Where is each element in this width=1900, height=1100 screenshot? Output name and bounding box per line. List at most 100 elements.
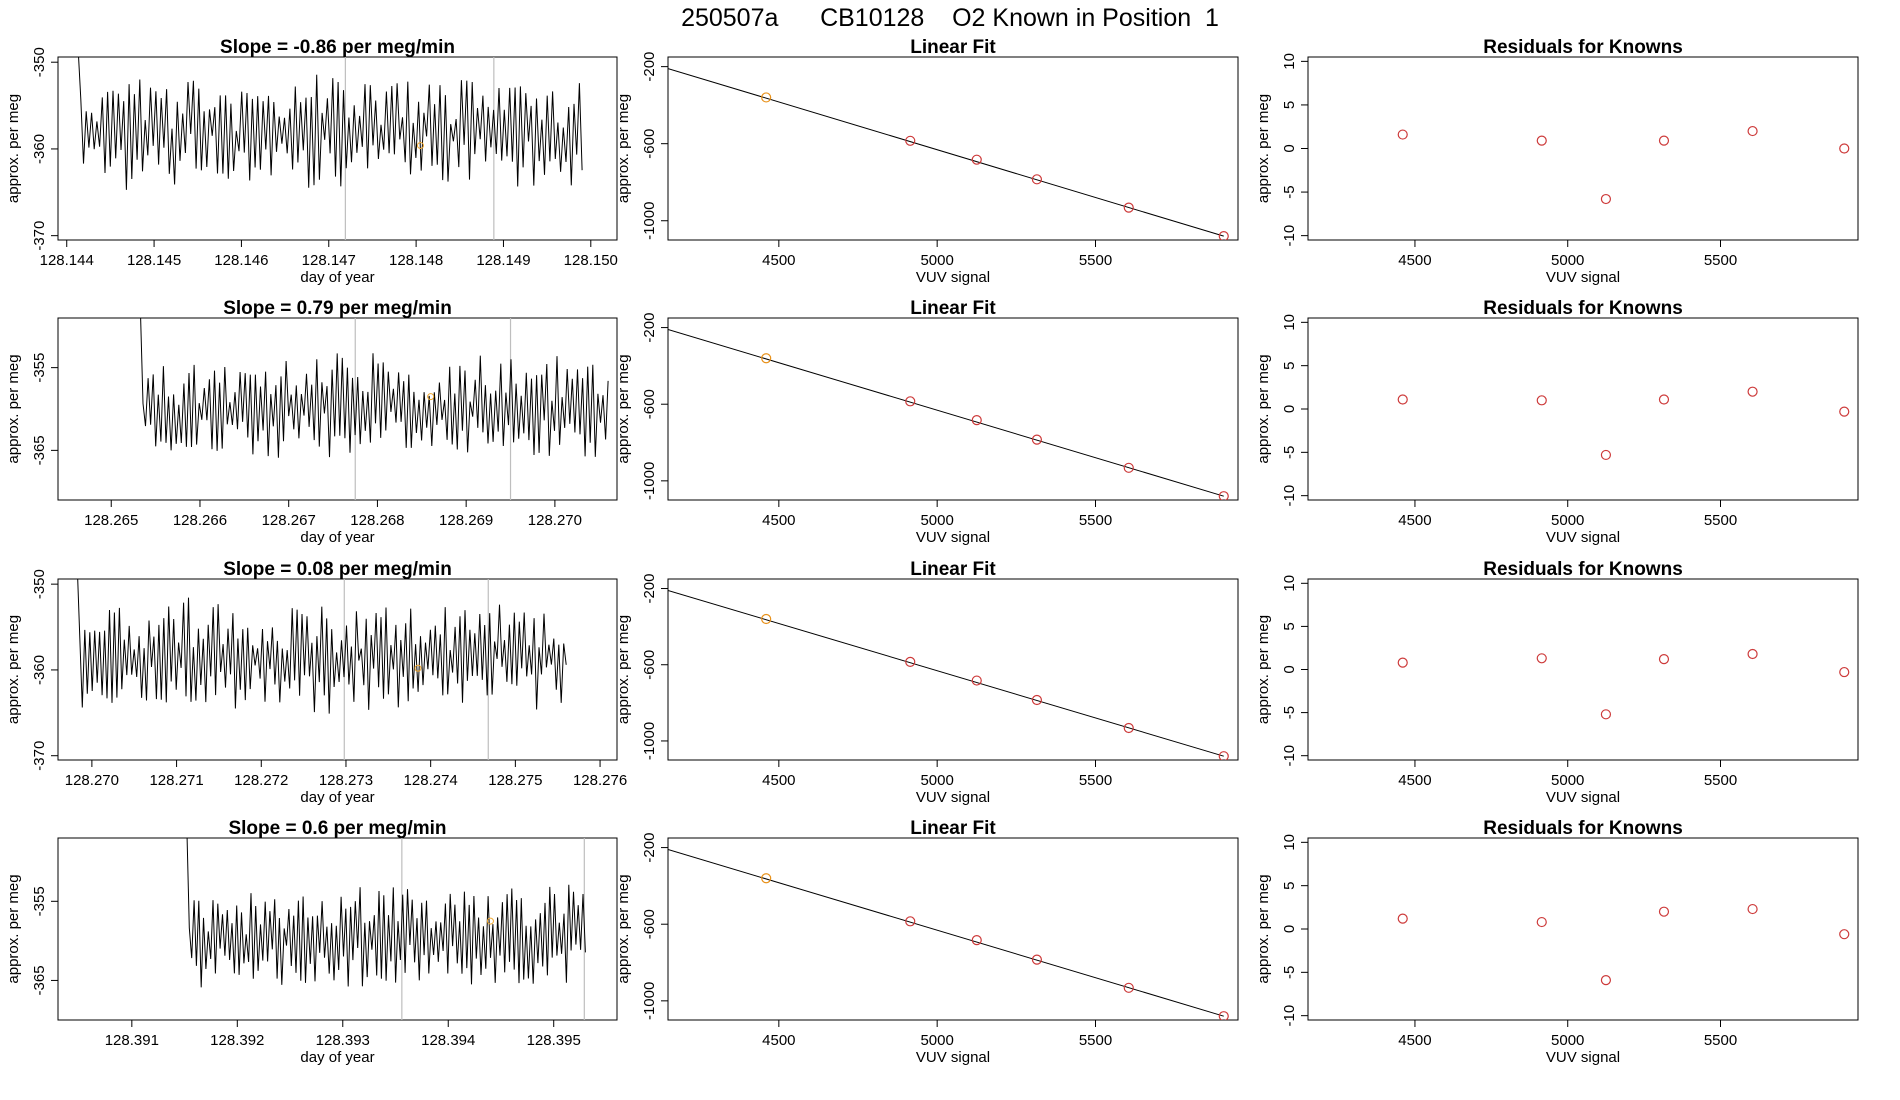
plot-area — [140, 318, 609, 500]
plot-frame — [667, 317, 1239, 501]
plot-area — [1397, 125, 1850, 205]
data-point — [1218, 1011, 1229, 1020]
plot-area — [1397, 386, 1850, 461]
page-title: 250507a CB10128 O2 Known in Position 1 — [681, 4, 1219, 32]
data-point — [1397, 913, 1408, 924]
y-tick-label: -5 — [1281, 446, 1298, 459]
x-tick-label: 128.150 — [564, 252, 618, 269]
y-axis-label: approx. per meg — [5, 874, 22, 983]
x-tick-label: 128.144 — [40, 252, 94, 269]
y-tick-label: -200 — [641, 574, 658, 604]
chart-5: Linear Fit 4500 5000 5500 -200 -600 -1000 VUV s… — [615, 298, 1239, 546]
chart-title: Linear Fit — [910, 37, 996, 58]
y-axis-label: approx. per meg — [5, 615, 22, 724]
x-tick-label: 128.275 — [488, 772, 542, 789]
chart-12: Residuals for Knowns 4500 5000 5500 10 5 0 -5 -1… — [1255, 818, 1859, 1066]
x-tick-label: 4500 — [1398, 1032, 1431, 1049]
data-point — [761, 92, 772, 103]
x-tick-label: 5500 — [1079, 772, 1112, 789]
x-axis-label: day of year — [300, 529, 374, 546]
x-axis-label: VUV signal — [1546, 1049, 1620, 1066]
data-point — [1600, 193, 1612, 205]
x-tick-label: 4500 — [1398, 772, 1431, 789]
plot-frame — [667, 56, 1239, 241]
x-tick-label: 5000 — [920, 772, 953, 789]
x-axis-label: VUV signal — [1546, 269, 1620, 286]
y-tick-label: 0 — [1281, 405, 1298, 413]
plot-area — [1397, 903, 1850, 986]
chart-1: Slope = -0.86 per meg/min 128.144 128.145 1… — [5, 37, 618, 286]
chart-title: Slope = 0.6 per meg/min — [228, 818, 446, 839]
data-point — [905, 135, 916, 146]
chart-4: Slope = 0.79 per meg/min 128.265 128.266 12… — [5, 298, 618, 546]
data-point — [761, 353, 772, 364]
data-point — [1658, 906, 1670, 917]
data-point — [761, 873, 772, 884]
plot-area — [668, 68, 1229, 240]
plot-area — [77, 579, 567, 760]
data-point — [1031, 954, 1043, 965]
series-line — [78, 57, 583, 190]
plot-frame — [57, 837, 618, 1021]
data-point — [905, 396, 916, 407]
plot-frame — [57, 578, 618, 761]
data-point — [1536, 135, 1547, 146]
y-tick-label: -600 — [641, 909, 658, 939]
y-tick-label: -10 — [1281, 1005, 1298, 1027]
fit-line — [668, 68, 1224, 237]
chart-title: Slope = 0.79 per meg/min — [223, 298, 452, 319]
series-line — [140, 318, 609, 458]
x-tick-label: 4500 — [1398, 252, 1431, 269]
y-axis-label: approx. per meg — [5, 94, 22, 203]
x-tick-label: 5500 — [1704, 1032, 1737, 1049]
x-axis-label: day of year — [300, 1049, 374, 1066]
plot-area — [186, 838, 586, 1020]
y-tick-label: 0 — [1281, 925, 1298, 933]
y-axis-label: approx. per meg — [615, 874, 632, 983]
y-tick-label: 10 — [1281, 575, 1298, 592]
y-tick-label: -360 — [31, 655, 48, 685]
x-tick-label: 4500 — [762, 1032, 795, 1049]
data-point — [1397, 394, 1408, 405]
y-tick-label: 5 — [1281, 622, 1298, 630]
chart-title: Linear Fit — [910, 818, 996, 839]
plot-frame — [1307, 56, 1859, 241]
data-point — [1536, 395, 1547, 406]
plot-area — [1397, 648, 1850, 720]
fit-line — [668, 849, 1224, 1017]
data-point — [1123, 202, 1134, 213]
y-tick-label: -1000 — [641, 722, 658, 760]
x-tick-label: 5000 — [1551, 512, 1584, 529]
data-point — [1747, 386, 1758, 397]
data-point — [761, 613, 772, 625]
chart-3: Residuals for Knowns 4500 5000 5500 10 5 0 -5 -1… — [1255, 37, 1859, 286]
data-point — [971, 154, 982, 165]
x-tick-label: 128.266 — [173, 512, 227, 529]
y-tick-label: -355 — [31, 353, 48, 383]
data-point — [1031, 174, 1043, 185]
x-axis-label: day of year — [300, 789, 374, 806]
x-tick-label: 128.269 — [439, 512, 493, 529]
x-tick-label: 128.267 — [262, 512, 316, 529]
x-tick-label: 5000 — [920, 1032, 953, 1049]
x-tick-label: 128.272 — [234, 772, 288, 789]
y-tick-label: -365 — [31, 965, 48, 995]
y-tick-label: 5 — [1281, 881, 1298, 889]
data-point — [1747, 903, 1758, 915]
y-axis-label: approx. per meg — [615, 354, 632, 463]
y-tick-label: -10 — [1281, 745, 1298, 767]
fit-line — [668, 329, 1224, 497]
plot-area — [78, 57, 583, 240]
data-marker — [414, 664, 422, 672]
data-point — [1031, 694, 1043, 706]
chart-title: Residuals for Knowns — [1483, 559, 1683, 580]
y-tick-label: -10 — [1281, 225, 1298, 247]
x-tick-label: 5000 — [1551, 772, 1584, 789]
data-point — [1536, 916, 1547, 928]
x-axis-label: VUV signal — [916, 269, 990, 286]
data-point — [1600, 709, 1612, 720]
chart-title: Residuals for Knowns — [1483, 37, 1683, 58]
y-axis-label: approx. per meg — [615, 615, 632, 724]
data-point — [1031, 434, 1043, 445]
